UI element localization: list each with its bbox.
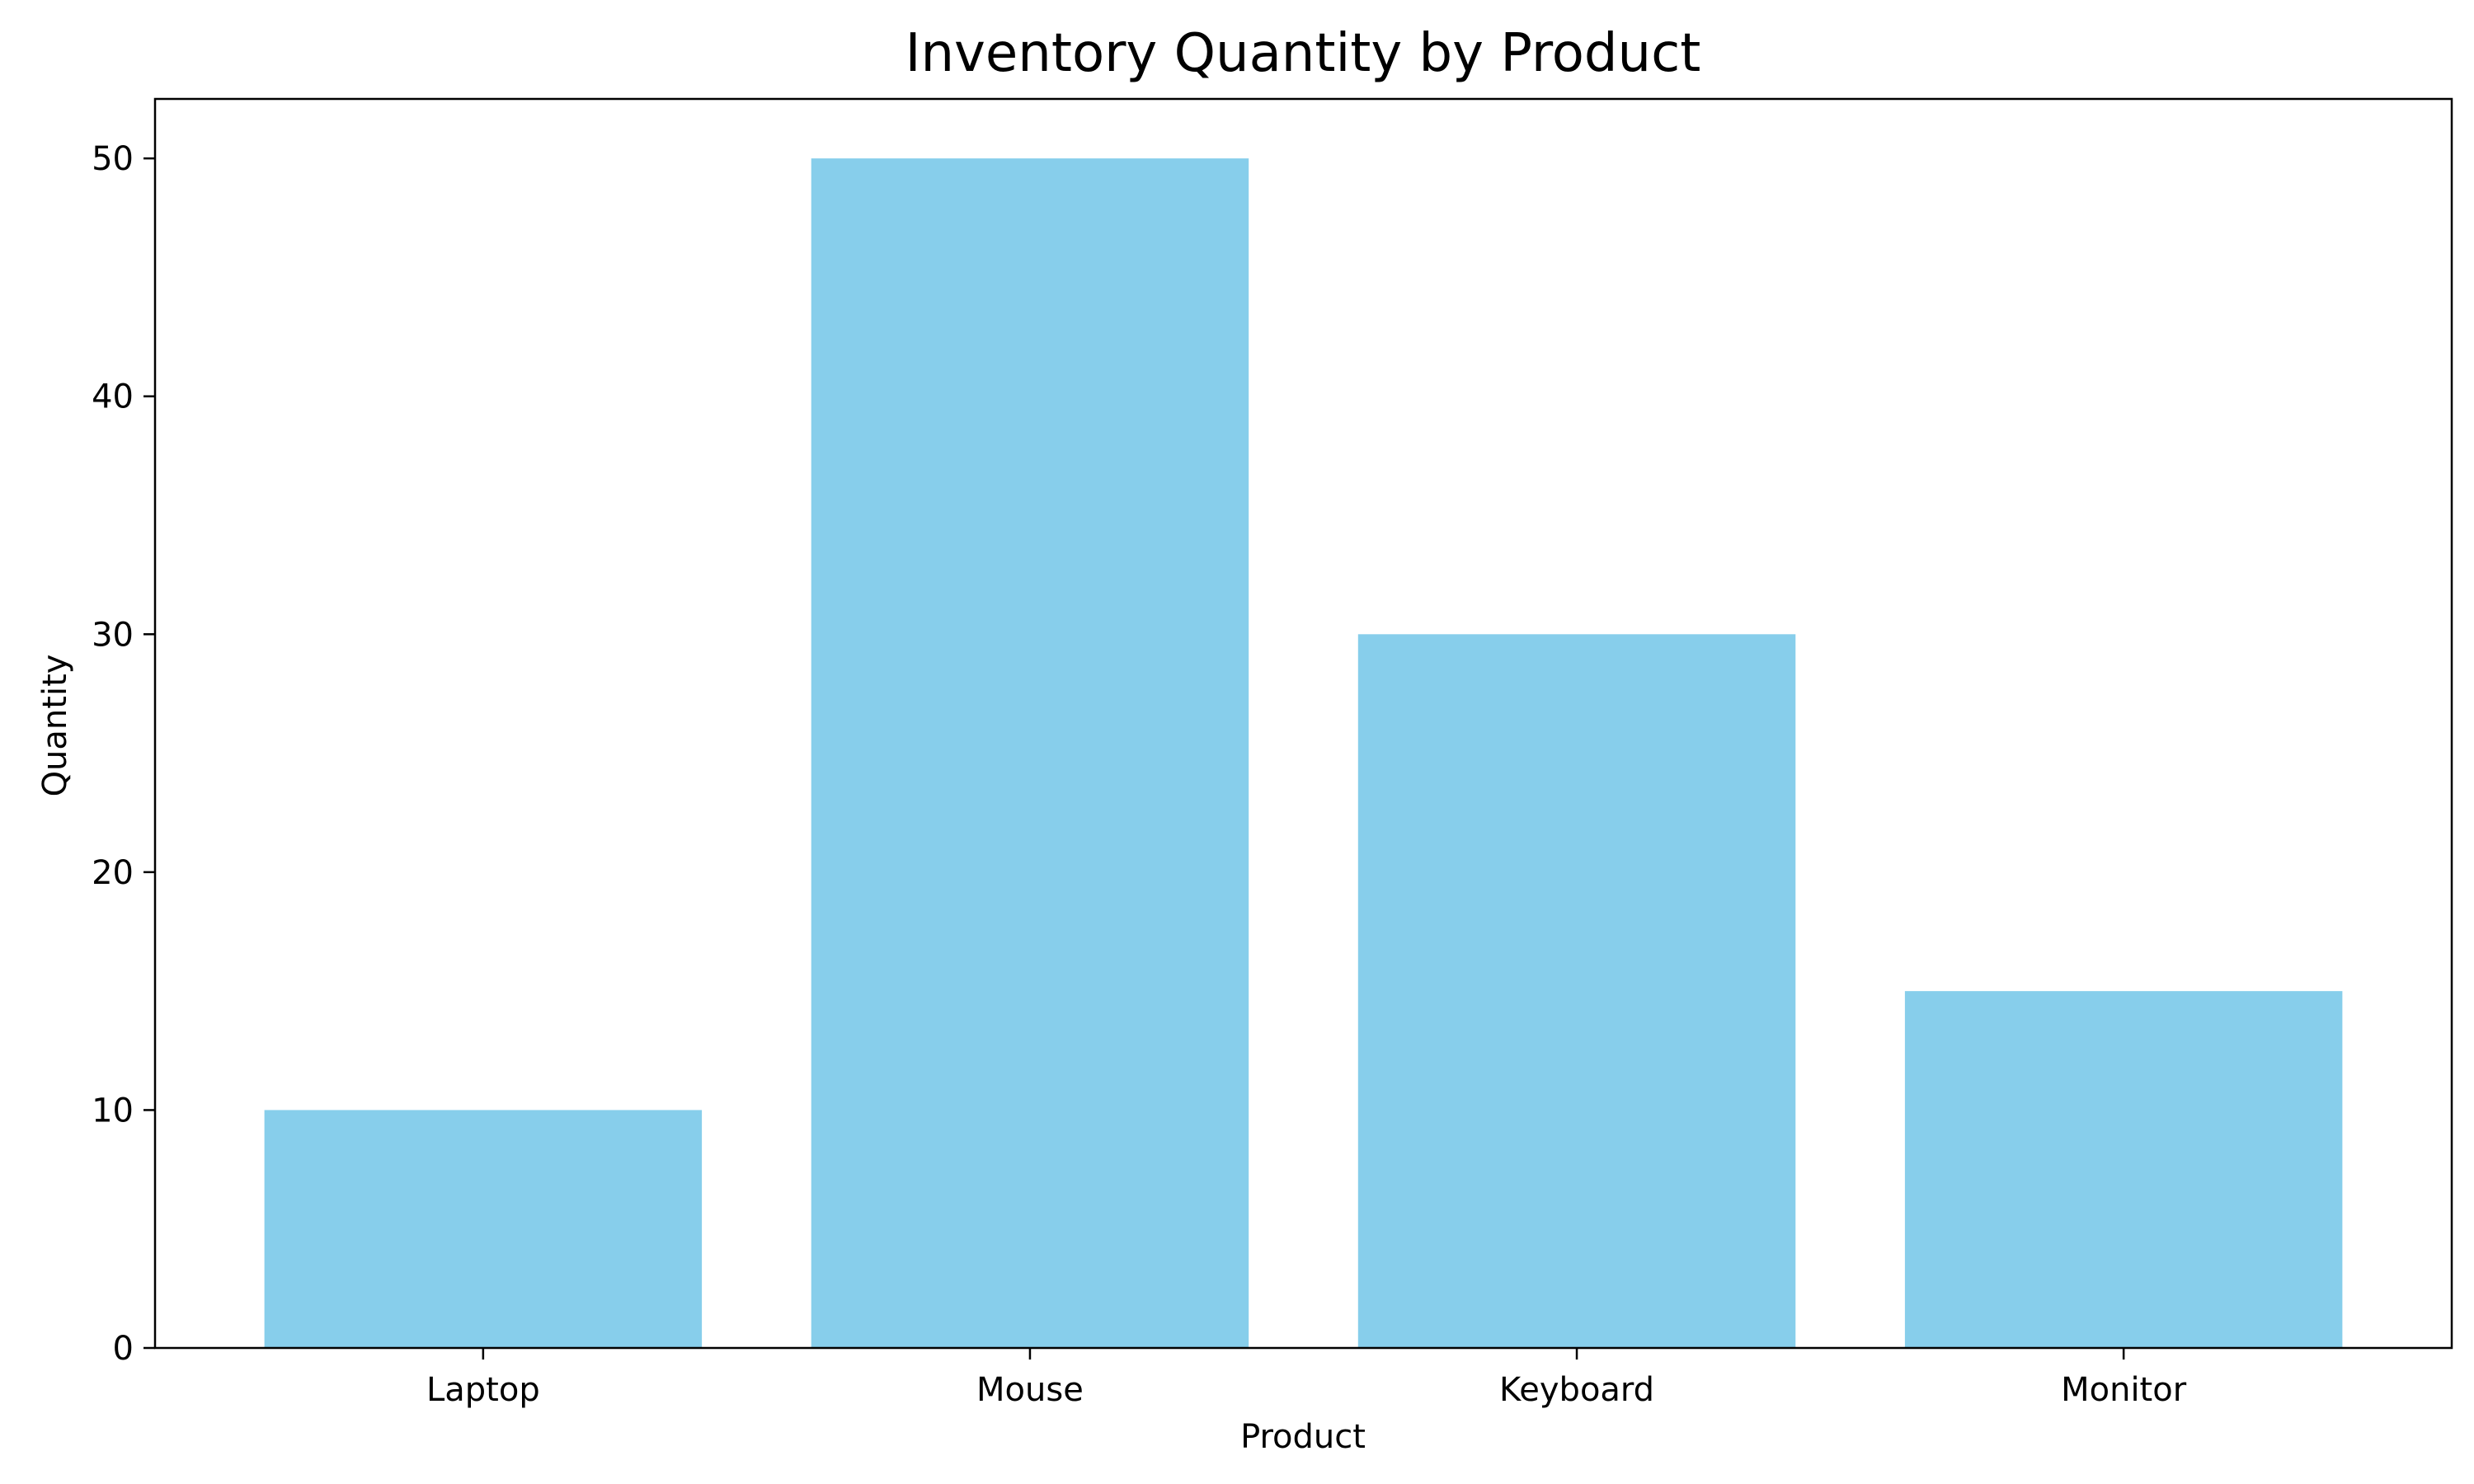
x-axis-label: Product (1240, 1418, 1366, 1456)
x-tick-label: Mouse (976, 1371, 1084, 1409)
y-tick-label: 0 (113, 1330, 134, 1368)
y-axis-label: Quantity (36, 655, 74, 797)
chart-title: Inventory Quantity by Product (905, 23, 1701, 84)
y-tick-label: 30 (92, 616, 134, 654)
y-tick-label: 20 (92, 854, 134, 892)
bar-laptop (264, 1110, 703, 1348)
x-tick-label: Keyboard (1499, 1371, 1654, 1409)
y-tick-label: 50 (92, 140, 134, 178)
x-tick-label: Monitor (2061, 1371, 2187, 1409)
y-tick-label: 10 (92, 1092, 134, 1129)
axes-frame (153, 97, 2453, 1350)
bar-mouse (811, 158, 1249, 1349)
y-axis-ticks: 0 10 20 30 40 50 (92, 140, 155, 1368)
x-tick-label: Laptop (426, 1371, 540, 1409)
y-tick-label: 40 (92, 378, 134, 416)
bar-keyboard (1357, 634, 1796, 1348)
x-axis-ticks: Laptop Mouse Keyboard Monitor (426, 1348, 2187, 1409)
bars (264, 158, 2343, 1349)
bar-monitor (1904, 991, 2343, 1348)
